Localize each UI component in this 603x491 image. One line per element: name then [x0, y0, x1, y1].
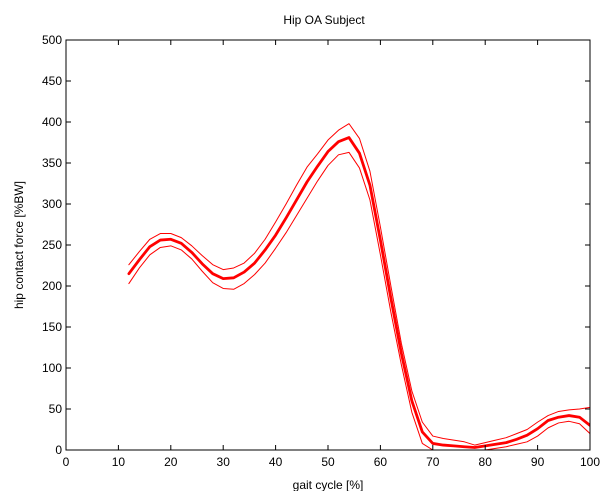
- plot-frame: [65, 39, 591, 451]
- y-tick-label: 250: [42, 238, 62, 252]
- y-tick-label: 400: [42, 115, 62, 129]
- x-tick-label: 50: [321, 455, 335, 469]
- mean-line: [127, 136, 590, 449]
- x-axis-label: gait cycle [%]: [293, 478, 364, 491]
- y-tick-label: 350: [42, 156, 62, 170]
- x-tick-label: 90: [531, 455, 545, 469]
- y-tick-label: 150: [42, 320, 62, 334]
- y-tick-label: 300: [42, 197, 62, 211]
- y-tick-label: 100: [42, 361, 62, 375]
- y-tick-label: 200: [42, 279, 62, 293]
- x-tick-label: 70: [426, 455, 440, 469]
- chart-title: Hip OA Subject: [283, 13, 365, 27]
- x-tick-label: 40: [269, 455, 283, 469]
- x-tick-label: 100: [580, 455, 600, 469]
- y-tick-label: 50: [49, 402, 63, 416]
- x-tick-label: 0: [63, 455, 70, 469]
- ticks-layer: 0 10 20 30 40 50 60 70 80 90 100 0 50 100 150 200 250 300…: [42, 33, 600, 469]
- y-tick-label: 500: [42, 33, 62, 47]
- x-tick-label: 30: [217, 455, 231, 469]
- y-tick-label: 0: [55, 443, 62, 457]
- x-tick-label: 20: [164, 455, 178, 469]
- lower-line: [128, 151, 590, 450]
- y-axis-label: hip contact force [%BW]: [12, 181, 26, 309]
- x-tick-label: 60: [374, 455, 388, 469]
- x-tick-label: 80: [479, 455, 493, 469]
- series-layer: [127, 123, 590, 450]
- upper-line: [128, 123, 590, 446]
- y-tick-label: 450: [42, 74, 62, 88]
- x-tick-label: 10: [112, 455, 126, 469]
